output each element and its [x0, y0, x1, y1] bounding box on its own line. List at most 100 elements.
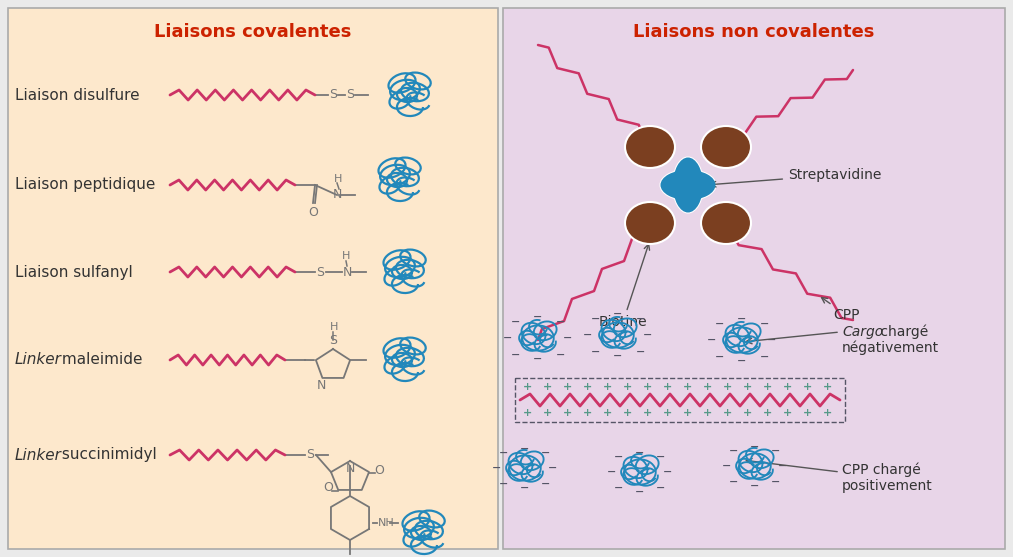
Text: −: − — [614, 482, 624, 492]
Text: +: + — [604, 382, 613, 392]
Text: −: − — [715, 351, 724, 361]
Text: −: − — [503, 333, 513, 343]
Text: −: − — [556, 316, 565, 326]
Text: −: − — [643, 330, 652, 340]
Text: O: O — [323, 481, 333, 495]
Text: +: + — [583, 382, 593, 392]
Text: −: − — [541, 448, 551, 458]
Text: +: + — [723, 382, 732, 392]
Text: −: − — [729, 446, 738, 456]
Text: Linker: Linker — [15, 353, 62, 368]
Ellipse shape — [673, 158, 703, 213]
Text: +: + — [664, 408, 673, 418]
Text: +: + — [604, 408, 613, 418]
Text: +: + — [703, 382, 712, 392]
Ellipse shape — [673, 158, 703, 213]
Text: CPP chargé: CPP chargé — [842, 463, 921, 477]
Text: +: + — [684, 408, 693, 418]
Text: N: N — [317, 379, 326, 393]
Text: −: − — [492, 463, 501, 473]
Text: négativement: négativement — [842, 341, 939, 355]
Text: S: S — [329, 89, 337, 101]
Text: −: − — [556, 349, 565, 359]
Text: +: + — [524, 382, 533, 392]
Text: −: − — [656, 452, 666, 462]
Text: N: N — [345, 462, 355, 476]
Text: −: − — [499, 448, 509, 458]
Text: −: − — [511, 316, 521, 326]
Text: NH: NH — [378, 518, 395, 528]
Bar — [515, 378, 845, 422]
Text: H: H — [341, 251, 350, 261]
Text: −: − — [521, 482, 530, 492]
Text: +: + — [764, 408, 773, 418]
Ellipse shape — [625, 126, 675, 168]
Text: −: − — [521, 443, 530, 453]
Text: −: − — [548, 463, 558, 473]
Text: −: − — [656, 482, 666, 492]
Text: +: + — [563, 408, 572, 418]
Text: −: − — [613, 351, 623, 361]
Text: −: − — [636, 314, 645, 324]
Text: Streptavidine: Streptavidine — [710, 168, 881, 187]
Text: −: − — [771, 476, 781, 486]
Text: O: O — [308, 206, 318, 218]
Text: O: O — [345, 555, 355, 557]
Text: N: N — [332, 188, 341, 202]
Text: +: + — [803, 408, 812, 418]
Text: −: − — [771, 446, 781, 456]
Text: chargé: chargé — [876, 325, 928, 339]
Text: +: + — [583, 408, 593, 418]
Text: −: − — [636, 346, 645, 356]
Text: −: − — [737, 314, 747, 324]
Text: +: + — [643, 408, 652, 418]
Text: S: S — [329, 335, 337, 348]
Text: S: S — [316, 266, 324, 278]
Text: −: − — [664, 467, 673, 477]
Text: Liaisons covalentes: Liaisons covalentes — [154, 23, 352, 41]
Text: −: − — [767, 335, 777, 345]
Text: +: + — [803, 382, 812, 392]
Text: −: − — [613, 309, 623, 319]
Text: −: − — [541, 478, 551, 488]
Text: −: − — [635, 487, 644, 497]
Text: −: − — [583, 330, 593, 340]
Text: −: − — [715, 319, 724, 329]
Text: +: + — [783, 382, 792, 392]
Text: −: − — [511, 349, 521, 359]
Text: −: − — [591, 346, 600, 356]
Text: +: + — [623, 382, 633, 392]
Text: H: H — [330, 322, 338, 332]
Text: H: H — [334, 174, 342, 184]
Text: Liaison sulfanyl: Liaison sulfanyl — [15, 265, 133, 280]
Text: +: + — [543, 382, 553, 392]
Ellipse shape — [701, 126, 751, 168]
Text: −: − — [563, 333, 572, 343]
Text: O: O — [374, 463, 384, 477]
Text: +: + — [723, 408, 732, 418]
Ellipse shape — [660, 170, 715, 200]
Text: −: − — [533, 354, 543, 364]
Text: −: − — [722, 461, 731, 471]
FancyBboxPatch shape — [8, 8, 498, 549]
Text: +: + — [744, 382, 753, 392]
Text: +: + — [824, 408, 833, 418]
Text: +: + — [744, 408, 753, 418]
Text: −: − — [751, 481, 760, 491]
Text: +: + — [623, 408, 633, 418]
Text: −: − — [499, 478, 509, 488]
Text: +: + — [684, 382, 693, 392]
Text: +: + — [664, 382, 673, 392]
Text: −: − — [614, 452, 624, 462]
Text: Liaison peptidique: Liaison peptidique — [15, 178, 155, 193]
Text: Biotine: Biotine — [599, 244, 649, 329]
Text: succinimidyl: succinimidyl — [57, 447, 157, 462]
Text: −: − — [760, 351, 769, 361]
Text: +: + — [543, 408, 553, 418]
Text: +: + — [643, 382, 652, 392]
Text: Cargo: Cargo — [842, 325, 883, 339]
Text: Liaison disulfure: Liaison disulfure — [15, 87, 140, 102]
Text: +: + — [703, 408, 712, 418]
FancyBboxPatch shape — [503, 8, 1005, 549]
Text: N: N — [342, 266, 352, 278]
